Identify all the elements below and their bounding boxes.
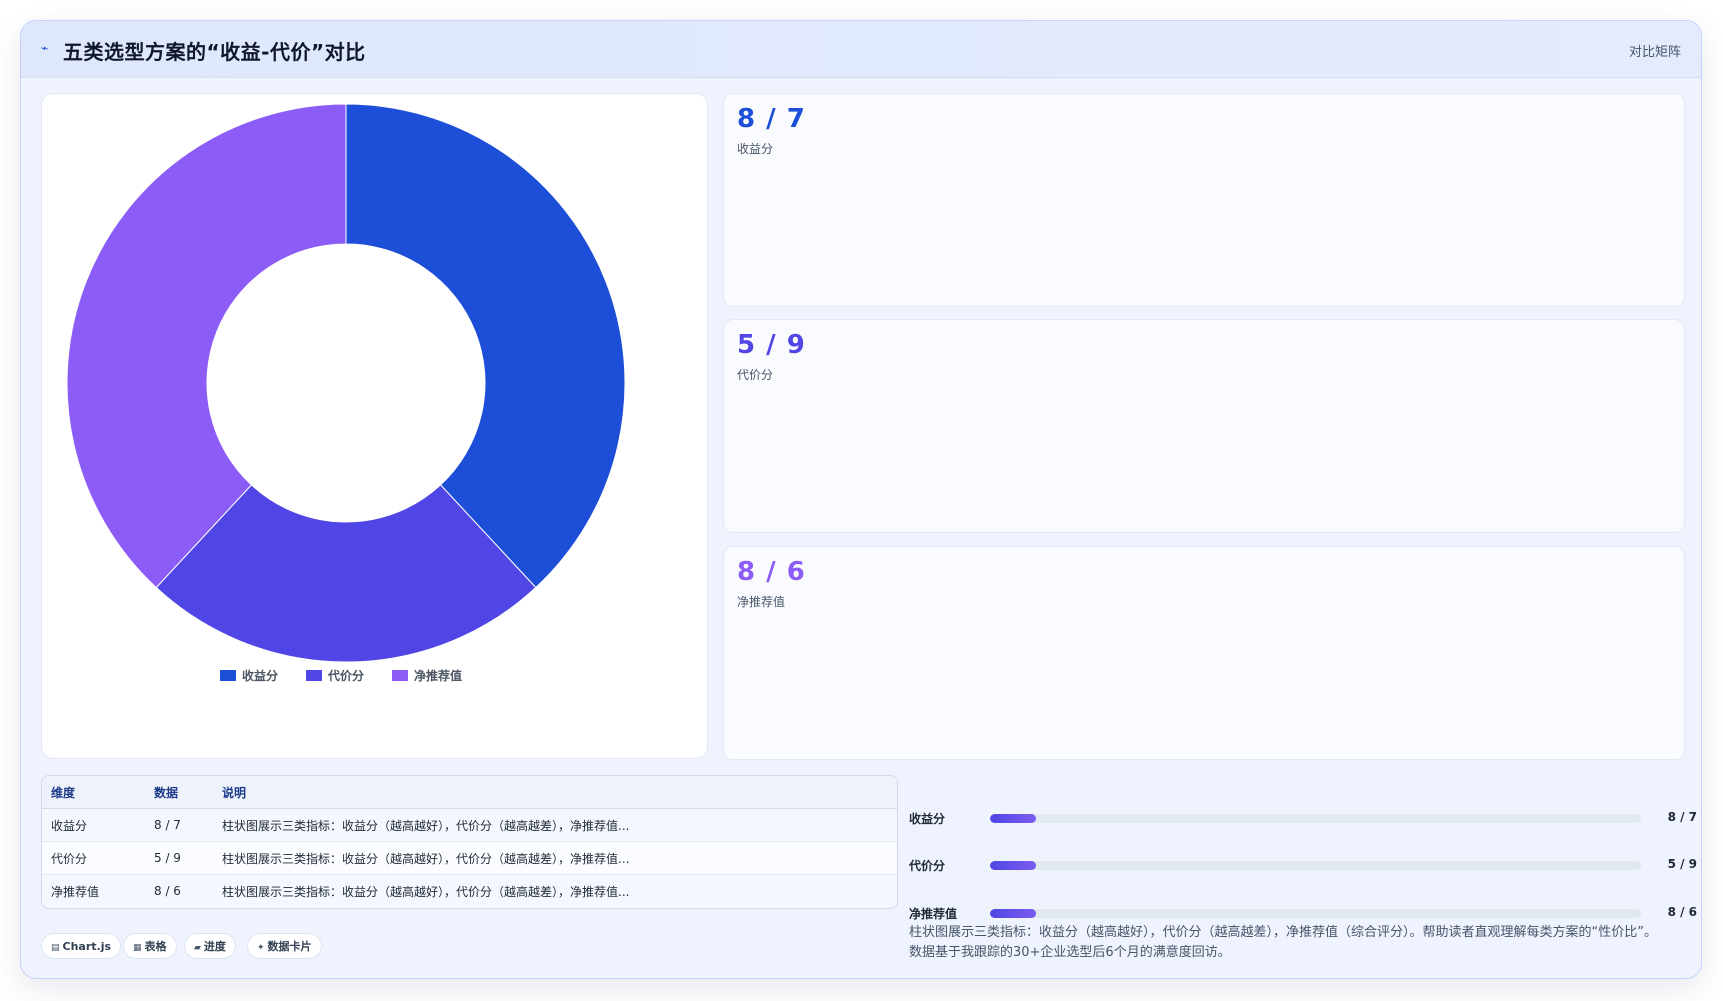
legend-label[interactable]: 净推荐值: [414, 668, 462, 683]
progress-fill: [990, 814, 1036, 823]
header-tag: 对比矩阵: [1628, 45, 1681, 60]
progress-icon: ▰: [194, 943, 201, 953]
table-cell: 收益分: [42, 808, 145, 842]
tag-label: 数据卡片: [267, 940, 312, 953]
trend-icon: ⌁: [41, 41, 49, 55]
table-cell: 8 / 7: [145, 808, 213, 842]
description-line: 柱状图展示三类指标：收益分（越高越好），代价分（越高越差），净推荐值（综合评分）…: [909, 925, 1657, 940]
stat-card-cost: 5 / 9 代价分: [723, 319, 1685, 533]
progress-label: 收益分: [909, 812, 946, 826]
chart-icon: ▤: [51, 943, 60, 953]
slice-3[interactable]: [66, 103, 347, 589]
table-cell: 8 / 6: [145, 874, 213, 907]
column-header: 说明: [213, 776, 897, 809]
tag-label: 表格: [144, 940, 167, 953]
legend-swatch[interactable]: [306, 670, 322, 681]
tag-chartjs[interactable]: ▤ Chart.js: [41, 933, 122, 959]
description-line: 数据基于我跟踪的30+企业选型后6个月的满意度回访。: [909, 945, 1231, 960]
tag-label: Chart.js: [62, 940, 112, 953]
table-row: 收益分 8 / 7 柱状图展示三类指标：收益分（越高越好），代价分（越高越差），…: [42, 808, 897, 842]
table-cell: 柱状图展示三类指标：收益分（越高越好），代价分（越高越差），净推荐值...: [213, 874, 897, 907]
progress-value: 5 / 9: [1667, 857, 1697, 871]
progress-row: 收益分 8 / 7: [909, 808, 1699, 828]
legend-label[interactable]: 代价分: [327, 668, 364, 683]
progress-value: 8 / 7: [1667, 810, 1697, 824]
table-header-row: 维度 数据 说明: [42, 776, 897, 809]
table-cell: 净推荐值: [42, 874, 145, 907]
column-header: 数据: [145, 776, 213, 809]
progress-fill: [990, 909, 1036, 918]
stat-label: 净推荐值: [737, 595, 786, 609]
stat-label: 代价分: [737, 368, 774, 382]
progress-track: [990, 861, 1641, 870]
stat-card-nps: 8 / 6 净推荐值: [723, 546, 1685, 760]
stat-card-benefit: 8 / 7 收益分: [723, 93, 1685, 307]
chart-description: 柱状图展示三类指标：收益分（越高越好），代价分（越高越差），净推荐值（综合评分）…: [909, 923, 1699, 963]
progress-track: [990, 909, 1641, 918]
progress-label: 代价分: [909, 859, 946, 873]
doughnut-chart-card: 收益分 代价分 净推荐值: [41, 93, 708, 759]
tag-table[interactable]: ▦ 表格: [123, 933, 177, 959]
legend-swatch[interactable]: [220, 670, 236, 681]
slice-2[interactable]: [155, 484, 537, 663]
slice-1[interactable]: [345, 103, 626, 589]
dashboard-panel: ⌁ 五类选型方案的“收益-代价”对比 对比矩阵 收益分 代价分 净推荐值 8 / 7…: [20, 20, 1702, 979]
stat-value: 8 / 7: [737, 104, 806, 134]
table-cell: 柱状图展示三类指标：收益分（越高越好），代价分（越高越差），净推荐值...: [213, 841, 897, 875]
legend-swatch[interactable]: [392, 670, 408, 681]
table-icon: ▦: [133, 943, 142, 953]
tag-progress[interactable]: ▰ 进度: [184, 933, 236, 959]
tag-label: 进度: [203, 940, 226, 953]
panel-title: 五类选型方案的“收益-代价”对比: [63, 40, 366, 64]
data-table: 维度 数据 说明 收益分 8 / 7 柱状图展示三类指标：收益分（越高越好），代…: [41, 775, 898, 909]
stat-value: 8 / 6: [737, 557, 806, 587]
progress-row: 代价分 5 / 9: [909, 855, 1699, 875]
stat-value: 5 / 9: [737, 330, 806, 360]
table-row: 净推荐值 8 / 6 柱状图展示三类指标：收益分（越高越好），代价分（越高越差）…: [42, 874, 897, 907]
progress-value: 8 / 6: [1667, 905, 1697, 919]
progress-fill: [990, 861, 1036, 870]
tag-data-card[interactable]: ✦ 数据卡片: [247, 933, 322, 959]
stat-label: 收益分: [737, 142, 774, 156]
legend-label[interactable]: 收益分: [242, 668, 278, 683]
progress-track: [990, 814, 1641, 823]
table-row: 代价分 5 / 9 柱状图展示三类指标：收益分（越高越好），代价分（越高越差），…: [42, 841, 897, 875]
column-header: 维度: [42, 776, 145, 809]
doughnut-chart: 收益分 代价分 净推荐值: [66, 103, 626, 683]
table-cell: 代价分: [42, 841, 145, 875]
table-cell: 柱状图展示三类指标：收益分（越高越好），代价分（越高越差），净推荐值...: [213, 808, 897, 842]
table-cell: 5 / 9: [145, 841, 213, 875]
progress-row: 净推荐值 8 / 6: [909, 903, 1699, 923]
progress-label: 净推荐值: [909, 907, 958, 921]
panel-header: ⌁ 五类选型方案的“收益-代价”对比 对比矩阵: [21, 21, 1701, 78]
card-icon: ✦: [257, 943, 265, 953]
